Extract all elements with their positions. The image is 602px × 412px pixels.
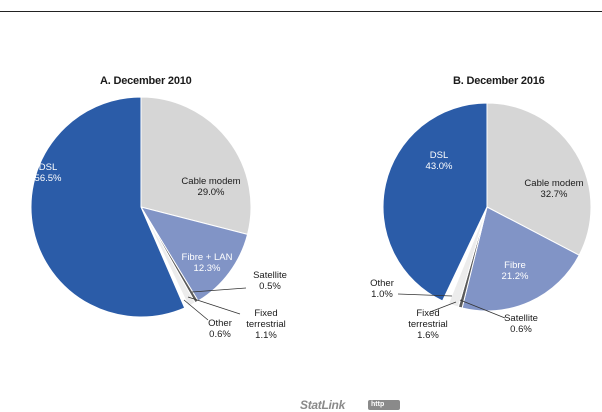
label-b-cable: Cable modem 32.7% <box>517 178 591 200</box>
leader-line-a-other <box>183 299 209 321</box>
label-a-other-name: Other <box>208 318 232 329</box>
label-a-fixed-value: 1.1% <box>255 330 277 341</box>
label-a-fibre-name: Fibre + LAN <box>181 252 233 263</box>
label-b-satellite-name: Satellite <box>504 313 538 324</box>
label-b-dsl: DSL 43.0% <box>419 150 459 172</box>
chart-a-title: A. December 2010 <box>100 75 192 87</box>
pie-b-slice-cable <box>486 102 592 256</box>
leader-line-a-fixed <box>187 296 241 315</box>
label-b-fixed-name-2: terrestrial <box>408 319 448 330</box>
pie-a-slice-cable <box>140 96 252 235</box>
label-b-other-value: 1.0% <box>371 289 393 300</box>
label-b-fibre: Fibre 21.2% <box>495 260 535 282</box>
label-a-cable-value: 29.0% <box>197 187 225 198</box>
label-b-cable-value: 32.7% <box>540 189 568 200</box>
pie-a-slice-fibre <box>139 206 249 302</box>
pie-b-slice-fibre <box>461 206 580 312</box>
leader-line-b-fixed <box>429 301 457 313</box>
label-b-cable-name: Cable modem <box>524 178 584 189</box>
label-a-dsl-value: 56.5% <box>34 173 62 184</box>
label-b-other-name: Other <box>370 278 394 289</box>
label-a-satellite: Satellite 0.5% <box>247 270 293 292</box>
label-a-fixed-name-1: Fixed <box>254 308 278 319</box>
label-a-fibre-value: 12.3% <box>193 263 221 274</box>
label-a-satellite-value: 0.5% <box>259 281 281 292</box>
label-b-fixed-value: 1.6% <box>417 330 439 341</box>
leader-line-b-other <box>397 293 453 297</box>
label-a-dsl: DSL 56.5% <box>28 162 68 184</box>
statlink-text[interactable]: StatLink <box>300 398 345 412</box>
label-a-cable-name: Cable modem <box>181 176 241 187</box>
label-a-fixed: Fixed terrestrial 1.1% <box>236 308 296 341</box>
label-a-dsl-name: DSL <box>38 162 58 173</box>
label-a-other: Other 0.6% <box>202 318 238 340</box>
label-b-satellite: Satellite 0.6% <box>498 313 544 335</box>
label-a-fixed-name-2: terrestrial <box>246 319 286 330</box>
top-rule <box>0 11 602 12</box>
label-a-cable: Cable modem 29.0% <box>176 176 246 198</box>
label-b-dsl-value: 43.0% <box>425 161 453 172</box>
pie-a-slice-dsl <box>30 96 186 318</box>
label-b-dsl-name: DSL <box>429 150 449 161</box>
statlink-icon[interactable]: http <box>368 400 400 410</box>
label-a-other-value: 0.6% <box>209 329 231 340</box>
statlink-icon-text: http <box>371 401 385 408</box>
label-a-fibre: Fibre + LAN 12.3% <box>175 252 239 274</box>
label-b-fibre-name: Fibre <box>504 260 526 271</box>
pie-b-slice-dsl <box>382 102 488 302</box>
chart-b-title: B. December 2016 <box>453 75 545 87</box>
label-b-other: Other 1.0% <box>364 278 400 300</box>
label-b-fixed: Fixed terrestrial 1.6% <box>398 308 458 341</box>
label-b-fixed-name-1: Fixed <box>416 308 440 319</box>
leader-line-b-satellite <box>459 299 506 319</box>
label-b-satellite-value: 0.6% <box>510 324 532 335</box>
leader-line-a-satellite <box>191 287 247 293</box>
label-a-satellite-name: Satellite <box>253 270 287 281</box>
label-b-fibre-value: 21.2% <box>501 271 529 282</box>
